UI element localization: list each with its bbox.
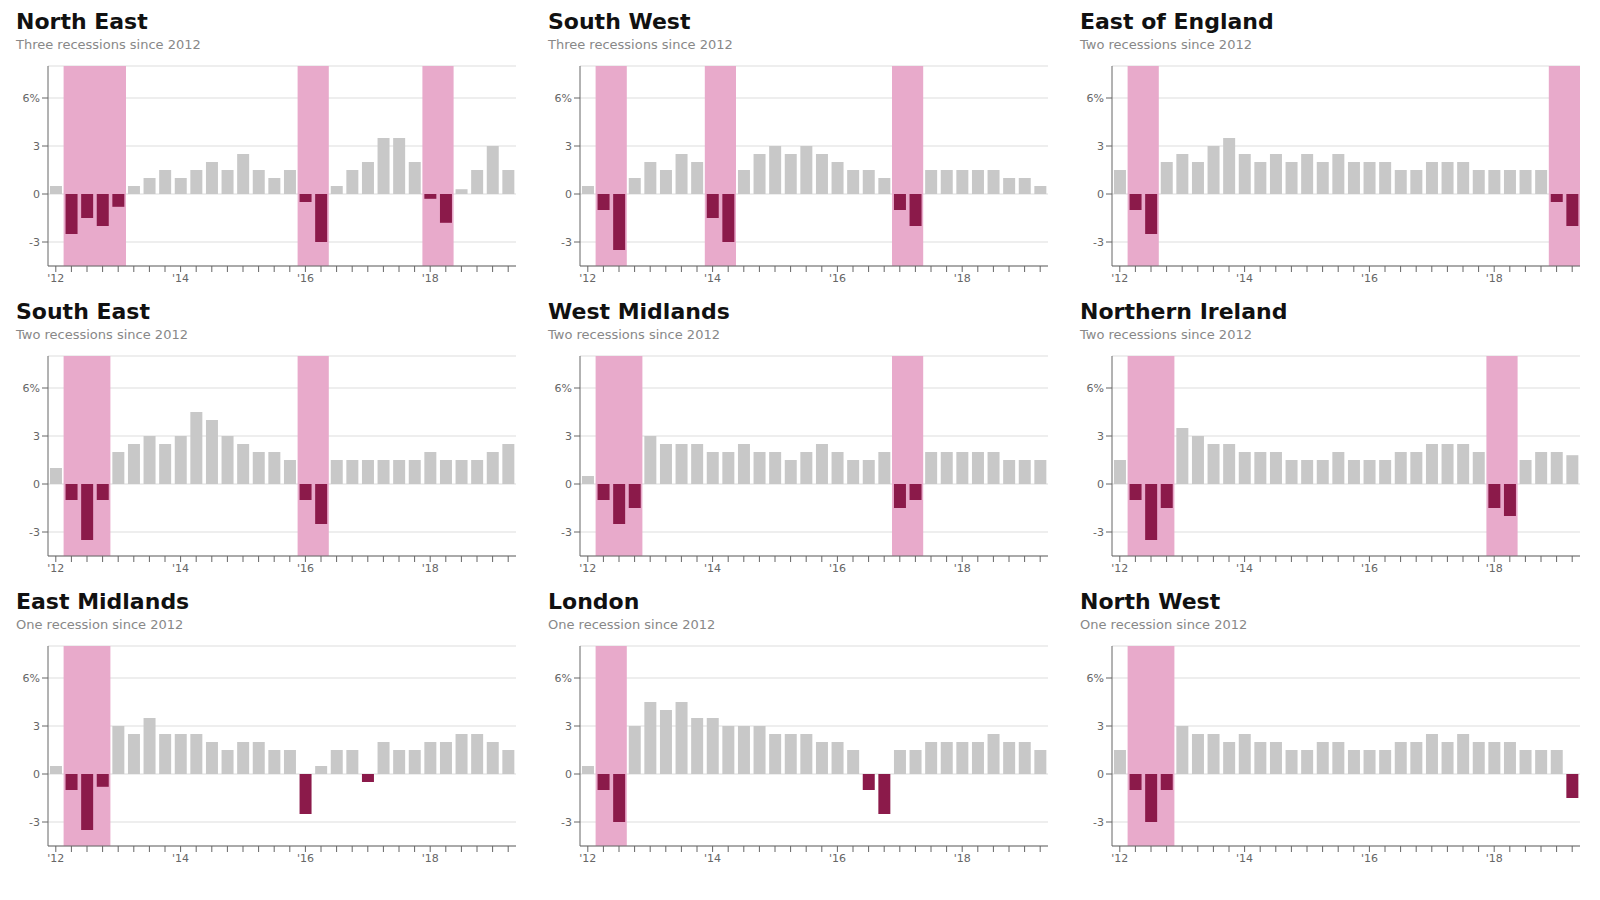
svg-text:-3: -3 bbox=[561, 816, 572, 829]
svg-text:'18: '18 bbox=[954, 272, 971, 285]
svg-text:'16: '16 bbox=[829, 562, 846, 575]
svg-text:'18: '18 bbox=[954, 562, 971, 575]
svg-text:0: 0 bbox=[1097, 188, 1104, 201]
html-text:West Midlands: West Midlands bbox=[548, 299, 730, 324]
svg-text:'12: '12 bbox=[1111, 272, 1128, 285]
html-text:Three recessions since 2012: Three recessions since 2012 bbox=[548, 37, 733, 52]
svg-text:0: 0 bbox=[33, 478, 40, 491]
svg-text:'12: '12 bbox=[1111, 852, 1128, 865]
svg-text:6%: 6% bbox=[1087, 382, 1104, 395]
svg-text:'16: '16 bbox=[1361, 852, 1378, 865]
svg-text:'16: '16 bbox=[1361, 562, 1378, 575]
html-text:North West: North West bbox=[1080, 589, 1221, 614]
svg-text:'14: '14 bbox=[1236, 562, 1253, 575]
svg-text:6%: 6% bbox=[555, 672, 572, 685]
svg-text:6%: 6% bbox=[1087, 92, 1104, 105]
svg-text:'14: '14 bbox=[172, 852, 189, 865]
svg-text:0: 0 bbox=[33, 188, 40, 201]
svg-text:'12: '12 bbox=[1111, 562, 1128, 575]
html-text:Two recessions since 2012: Two recessions since 2012 bbox=[1080, 327, 1252, 342]
svg-text:0: 0 bbox=[33, 768, 40, 781]
svg-text:6%: 6% bbox=[555, 382, 572, 395]
svg-text:-3: -3 bbox=[1093, 236, 1104, 249]
svg-text:'18: '18 bbox=[422, 852, 439, 865]
html-text:East Midlands: East Midlands bbox=[16, 589, 190, 614]
svg-text:0: 0 bbox=[565, 188, 572, 201]
svg-text:3: 3 bbox=[33, 720, 40, 733]
svg-text:3: 3 bbox=[33, 140, 40, 153]
html-text:Northern Ireland: Northern Ireland bbox=[1080, 299, 1288, 324]
svg-text:'16: '16 bbox=[297, 272, 314, 285]
svg-text:6%: 6% bbox=[555, 92, 572, 105]
svg-text:'14: '14 bbox=[704, 852, 721, 865]
html-text:One recession since 2012: One recession since 2012 bbox=[1080, 617, 1248, 632]
svg-text:3: 3 bbox=[1097, 430, 1104, 443]
svg-text:0: 0 bbox=[1097, 768, 1104, 781]
svg-text:3: 3 bbox=[565, 720, 572, 733]
html-text:North East: North East bbox=[16, 9, 148, 34]
html-text:South East: South East bbox=[16, 299, 150, 324]
svg-text:3: 3 bbox=[565, 140, 572, 153]
svg-text:0: 0 bbox=[565, 768, 572, 781]
html-text:Two recessions since 2012: Two recessions since 2012 bbox=[548, 327, 720, 342]
svg-text:-3: -3 bbox=[29, 526, 40, 539]
html-text:South West: South West bbox=[548, 9, 691, 34]
svg-text:3: 3 bbox=[33, 430, 40, 443]
svg-text:'18: '18 bbox=[1486, 852, 1503, 865]
html-text:One recession since 2012: One recession since 2012 bbox=[548, 617, 716, 632]
svg-text:-3: -3 bbox=[29, 236, 40, 249]
svg-text:'18: '18 bbox=[1486, 562, 1503, 575]
svg-text:'12: '12 bbox=[47, 852, 64, 865]
svg-text:6%: 6% bbox=[1087, 672, 1104, 685]
svg-text:3: 3 bbox=[1097, 140, 1104, 153]
svg-text:'14: '14 bbox=[704, 562, 721, 575]
svg-text:'16: '16 bbox=[297, 562, 314, 575]
svg-text:'14: '14 bbox=[1236, 852, 1253, 865]
svg-text:'16: '16 bbox=[297, 852, 314, 865]
svg-text:'16: '16 bbox=[829, 272, 846, 285]
html-text:Two recessions since 2012: Two recessions since 2012 bbox=[16, 327, 188, 342]
svg-text:-3: -3 bbox=[561, 526, 572, 539]
svg-text:'14: '14 bbox=[172, 272, 189, 285]
svg-text:'14: '14 bbox=[172, 562, 189, 575]
svg-text:'18: '18 bbox=[422, 562, 439, 575]
svg-text:6%: 6% bbox=[23, 672, 40, 685]
svg-text:6%: 6% bbox=[23, 382, 40, 395]
svg-text:0: 0 bbox=[1097, 478, 1104, 491]
svg-text:'18: '18 bbox=[954, 852, 971, 865]
svg-text:3: 3 bbox=[565, 430, 572, 443]
svg-text:'12: '12 bbox=[579, 852, 596, 865]
svg-text:'18: '18 bbox=[1486, 272, 1503, 285]
svg-text:-3: -3 bbox=[1093, 816, 1104, 829]
svg-text:'16: '16 bbox=[1361, 272, 1378, 285]
html-text:Two recessions since 2012: Two recessions since 2012 bbox=[1080, 37, 1252, 52]
svg-text:'12: '12 bbox=[579, 562, 596, 575]
svg-text:-3: -3 bbox=[561, 236, 572, 249]
svg-text:-3: -3 bbox=[1093, 526, 1104, 539]
svg-text:'18: '18 bbox=[422, 272, 439, 285]
svg-text:'12: '12 bbox=[47, 272, 64, 285]
svg-text:3: 3 bbox=[1097, 720, 1104, 733]
html-text:London: London bbox=[548, 589, 640, 614]
html-text:Three recessions since 2012: Three recessions since 2012 bbox=[16, 37, 201, 52]
svg-text:0: 0 bbox=[565, 478, 572, 491]
svg-text:'16: '16 bbox=[829, 852, 846, 865]
svg-text:6%: 6% bbox=[23, 92, 40, 105]
svg-text:'12: '12 bbox=[47, 562, 64, 575]
svg-text:'12: '12 bbox=[579, 272, 596, 285]
html-text:East of England: East of England bbox=[1080, 9, 1274, 34]
html-text:One recession since 2012: One recession since 2012 bbox=[16, 617, 184, 632]
svg-text:-3: -3 bbox=[29, 816, 40, 829]
svg-text:'14: '14 bbox=[704, 272, 721, 285]
svg-text:'14: '14 bbox=[1236, 272, 1253, 285]
